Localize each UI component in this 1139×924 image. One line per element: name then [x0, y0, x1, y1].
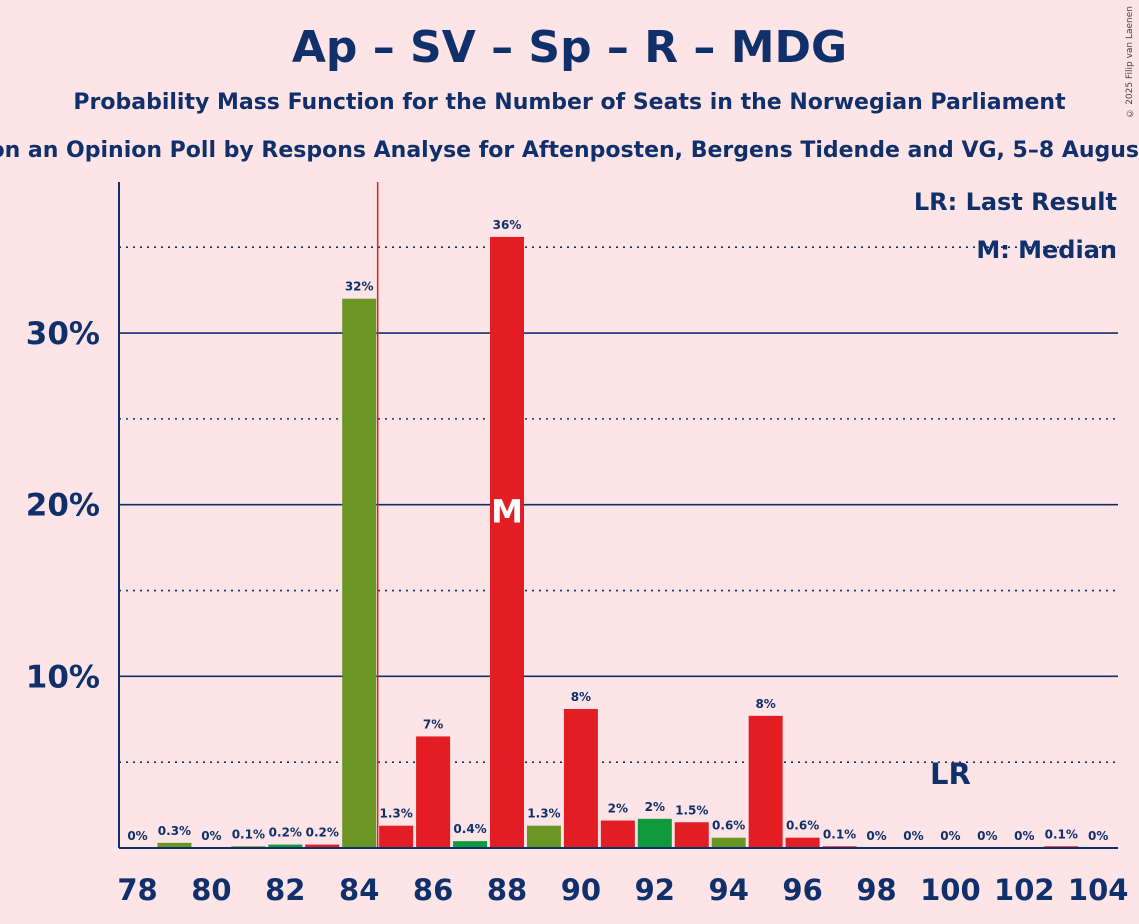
data-label: 1.3% — [527, 807, 560, 821]
data-label: 0.3% — [158, 824, 191, 838]
data-label: 0% — [127, 829, 147, 843]
x-tick-label: 84 — [339, 873, 379, 907]
data-label: 0% — [1014, 829, 1034, 843]
bar — [157, 842, 192, 848]
data-label: 1.5% — [675, 803, 708, 817]
chart-source: on an Opinion Poll by Respons Analyse fo… — [0, 138, 1139, 163]
data-label: 0.1% — [232, 827, 265, 841]
y-tick-label: 30% — [26, 316, 100, 352]
bar — [600, 820, 635, 848]
bar — [637, 818, 672, 848]
data-label: 0% — [1088, 829, 1108, 843]
x-tick-label: 94 — [709, 873, 749, 907]
data-label: 1.3% — [380, 807, 413, 821]
x-tick-label: 88 — [487, 873, 527, 907]
data-label: 0% — [903, 829, 923, 843]
data-label: 0.2% — [306, 826, 339, 840]
data-label: 0% — [866, 829, 886, 843]
bar — [453, 841, 488, 848]
data-label: 7% — [423, 717, 443, 731]
bar — [748, 715, 783, 848]
bar — [305, 844, 340, 848]
legend-last-result: LR: Last Result — [914, 188, 1117, 216]
data-label: 2% — [645, 800, 665, 814]
data-label: 0.6% — [712, 819, 745, 833]
x-tick-label: 80 — [191, 873, 231, 907]
legend-median: M: Median — [976, 236, 1117, 264]
data-label: 0.4% — [453, 822, 486, 836]
data-label: 0% — [977, 829, 997, 843]
y-tick-label: 10% — [26, 659, 100, 695]
chart-title: Ap – SV – Sp – R – MDG — [291, 22, 848, 73]
x-tick-label: 86 — [413, 873, 453, 907]
bar — [563, 708, 598, 848]
bar — [711, 837, 746, 848]
bar — [785, 837, 820, 848]
bar — [268, 844, 303, 848]
y-tick-label: 20% — [26, 488, 100, 524]
data-label: 0% — [940, 829, 960, 843]
data-label: 8% — [571, 690, 591, 704]
bar — [342, 298, 377, 848]
x-tick-label: 98 — [856, 873, 896, 907]
data-label: 0.2% — [269, 826, 302, 840]
data-label: 2% — [608, 802, 628, 816]
data-label: 36% — [493, 218, 522, 232]
data-label: 0.1% — [823, 827, 856, 841]
x-tick-label: 78 — [117, 873, 157, 907]
x-tick-label: 92 — [635, 873, 675, 907]
bar — [490, 236, 524, 848]
data-label: 0% — [201, 829, 221, 843]
data-label: 8% — [755, 697, 775, 711]
x-tick-label: 104 — [1068, 873, 1129, 907]
bar — [526, 825, 561, 848]
median-marker: M — [491, 492, 523, 530]
x-tick-label: 82 — [265, 873, 305, 907]
x-tick-label: 100 — [920, 873, 981, 907]
x-tick-label: 102 — [994, 873, 1055, 907]
bar — [416, 736, 451, 848]
last-result-marker: LR — [930, 757, 971, 791]
x-tick-label: 90 — [561, 873, 601, 907]
bar — [674, 822, 709, 848]
bar — [379, 825, 414, 848]
data-label: 32% — [345, 280, 374, 294]
x-tick-label: 96 — [782, 873, 822, 907]
data-label: 0.6% — [786, 819, 819, 833]
data-label: 0.1% — [1045, 827, 1078, 841]
chart-subtitle: Probability Mass Function for the Number… — [73, 90, 1066, 115]
